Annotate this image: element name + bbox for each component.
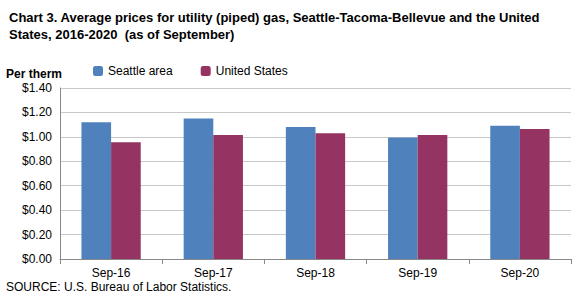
svg-text:Sep-19: Sep-19 — [398, 266, 437, 280]
svg-text:Per therm: Per therm — [6, 67, 62, 81]
svg-text:$0.80: $0.80 — [22, 154, 52, 168]
svg-text:Seattle area: Seattle area — [108, 64, 173, 78]
svg-text:$1.20: $1.20 — [22, 105, 52, 119]
svg-text:$0.20: $0.20 — [22, 228, 52, 242]
svg-text:SOURCE: U.S. Bureau of Labor S: SOURCE: U.S. Bureau of Labor Statistics. — [6, 280, 231, 294]
svg-text:Sep-18: Sep-18 — [296, 266, 335, 280]
svg-text:$1.40: $1.40 — [22, 81, 52, 95]
svg-text:$0.00: $0.00 — [22, 252, 52, 266]
svg-text:Chart 3. Average prices for ut: Chart 3. Average prices for utility (pip… — [9, 10, 543, 25]
svg-text:$1.00: $1.00 — [22, 130, 52, 144]
svg-text:United States: United States — [216, 64, 288, 78]
svg-text:$0.60: $0.60 — [22, 179, 52, 193]
svg-text:Sep-20: Sep-20 — [501, 266, 540, 280]
svg-text:Sep-16: Sep-16 — [92, 266, 131, 280]
svg-text:States, 2016-2020 (as of Sept: States, 2016-2020 (as of September) — [9, 27, 234, 42]
svg-text:$0.40: $0.40 — [22, 203, 52, 217]
svg-text:Sep-17: Sep-17 — [194, 266, 233, 280]
